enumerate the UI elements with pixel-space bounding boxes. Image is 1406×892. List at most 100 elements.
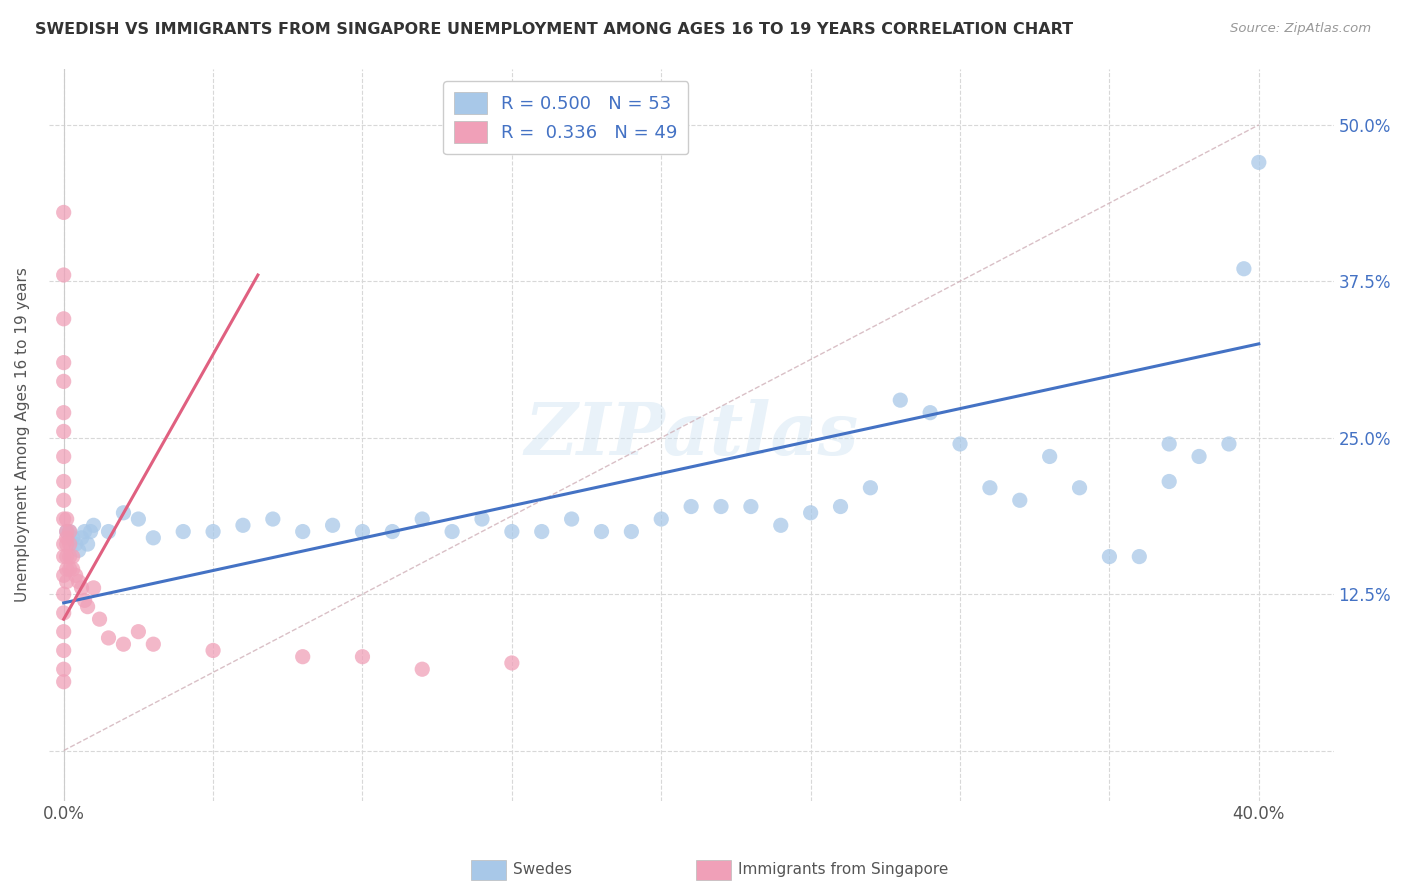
Point [127, 512, 149, 526]
Point [561, 512, 583, 526]
Point [172, 524, 194, 539]
Point [59, 549, 82, 564]
Point [55, 512, 77, 526]
Point [471, 512, 494, 526]
Point [52, 356, 75, 370]
Point [55, 537, 77, 551]
Point [800, 506, 823, 520]
Point [441, 524, 464, 539]
Point [52, 674, 75, 689]
Point [1188, 450, 1211, 464]
Point [322, 518, 344, 533]
Point [52, 311, 75, 326]
Point [262, 512, 284, 526]
Point [920, 406, 942, 420]
Point [232, 518, 254, 533]
Point [740, 500, 762, 514]
Point [352, 524, 374, 539]
Point [411, 512, 433, 526]
Point [202, 524, 225, 539]
Point [79, 524, 101, 539]
Point [501, 656, 523, 670]
Point [1039, 450, 1062, 464]
Point [681, 500, 703, 514]
Point [55, 531, 77, 545]
Point [112, 506, 135, 520]
Point [52, 375, 75, 389]
Point [73, 524, 96, 539]
Point [70, 531, 93, 545]
Point [59, 537, 82, 551]
Point [381, 524, 404, 539]
Point [52, 537, 75, 551]
Point [52, 425, 75, 439]
Point [52, 662, 75, 676]
Point [142, 531, 165, 545]
Point [52, 406, 75, 420]
Point [76, 537, 98, 551]
Point [1159, 437, 1181, 451]
Point [65, 537, 87, 551]
Point [352, 649, 374, 664]
Point [112, 637, 135, 651]
Point [52, 568, 75, 582]
Point [889, 393, 911, 408]
Point [52, 268, 75, 282]
Point [62, 549, 84, 564]
Point [1159, 475, 1181, 489]
Point [52, 205, 75, 219]
Text: ZIPatlas: ZIPatlas [524, 399, 858, 470]
Point [65, 568, 87, 582]
Point [291, 649, 314, 664]
Point [52, 475, 75, 489]
Point [70, 581, 93, 595]
Point [55, 524, 77, 539]
Point [769, 518, 792, 533]
Point [949, 437, 972, 451]
Point [1098, 549, 1121, 564]
Point [859, 481, 882, 495]
Point [710, 500, 733, 514]
Y-axis label: Unemployment Among Ages 16 to 19 years: Unemployment Among Ages 16 to 19 years [15, 267, 30, 602]
Point [89, 612, 111, 626]
Point [52, 450, 75, 464]
Point [591, 524, 613, 539]
Legend: R = 0.500   N = 53, R =  0.336   N = 49: R = 0.500 N = 53, R = 0.336 N = 49 [443, 81, 688, 154]
Point [530, 524, 553, 539]
Point [55, 524, 77, 539]
Point [52, 606, 75, 620]
Point [142, 637, 165, 651]
Point [73, 593, 96, 607]
Point [411, 662, 433, 676]
Point [830, 500, 852, 514]
Point [83, 581, 105, 595]
Point [55, 562, 77, 576]
Point [52, 493, 75, 508]
Point [97, 631, 120, 645]
Text: Source: ZipAtlas.com: Source: ZipAtlas.com [1230, 22, 1371, 36]
Point [1008, 493, 1031, 508]
Point [62, 562, 84, 576]
Point [59, 562, 82, 576]
Point [62, 531, 84, 545]
Text: Swedes: Swedes [513, 863, 572, 877]
Point [202, 643, 225, 657]
Point [67, 543, 90, 558]
Point [291, 524, 314, 539]
Point [52, 549, 75, 564]
Point [52, 587, 75, 601]
Point [52, 512, 75, 526]
Point [1247, 155, 1270, 169]
Point [83, 518, 105, 533]
Point [1128, 549, 1150, 564]
Point [59, 524, 82, 539]
Point [1218, 437, 1240, 451]
Point [620, 524, 643, 539]
Point [97, 524, 120, 539]
Point [55, 549, 77, 564]
Point [59, 524, 82, 539]
Text: Immigrants from Singapore: Immigrants from Singapore [738, 863, 949, 877]
Point [52, 643, 75, 657]
Point [501, 524, 523, 539]
Point [1069, 481, 1091, 495]
